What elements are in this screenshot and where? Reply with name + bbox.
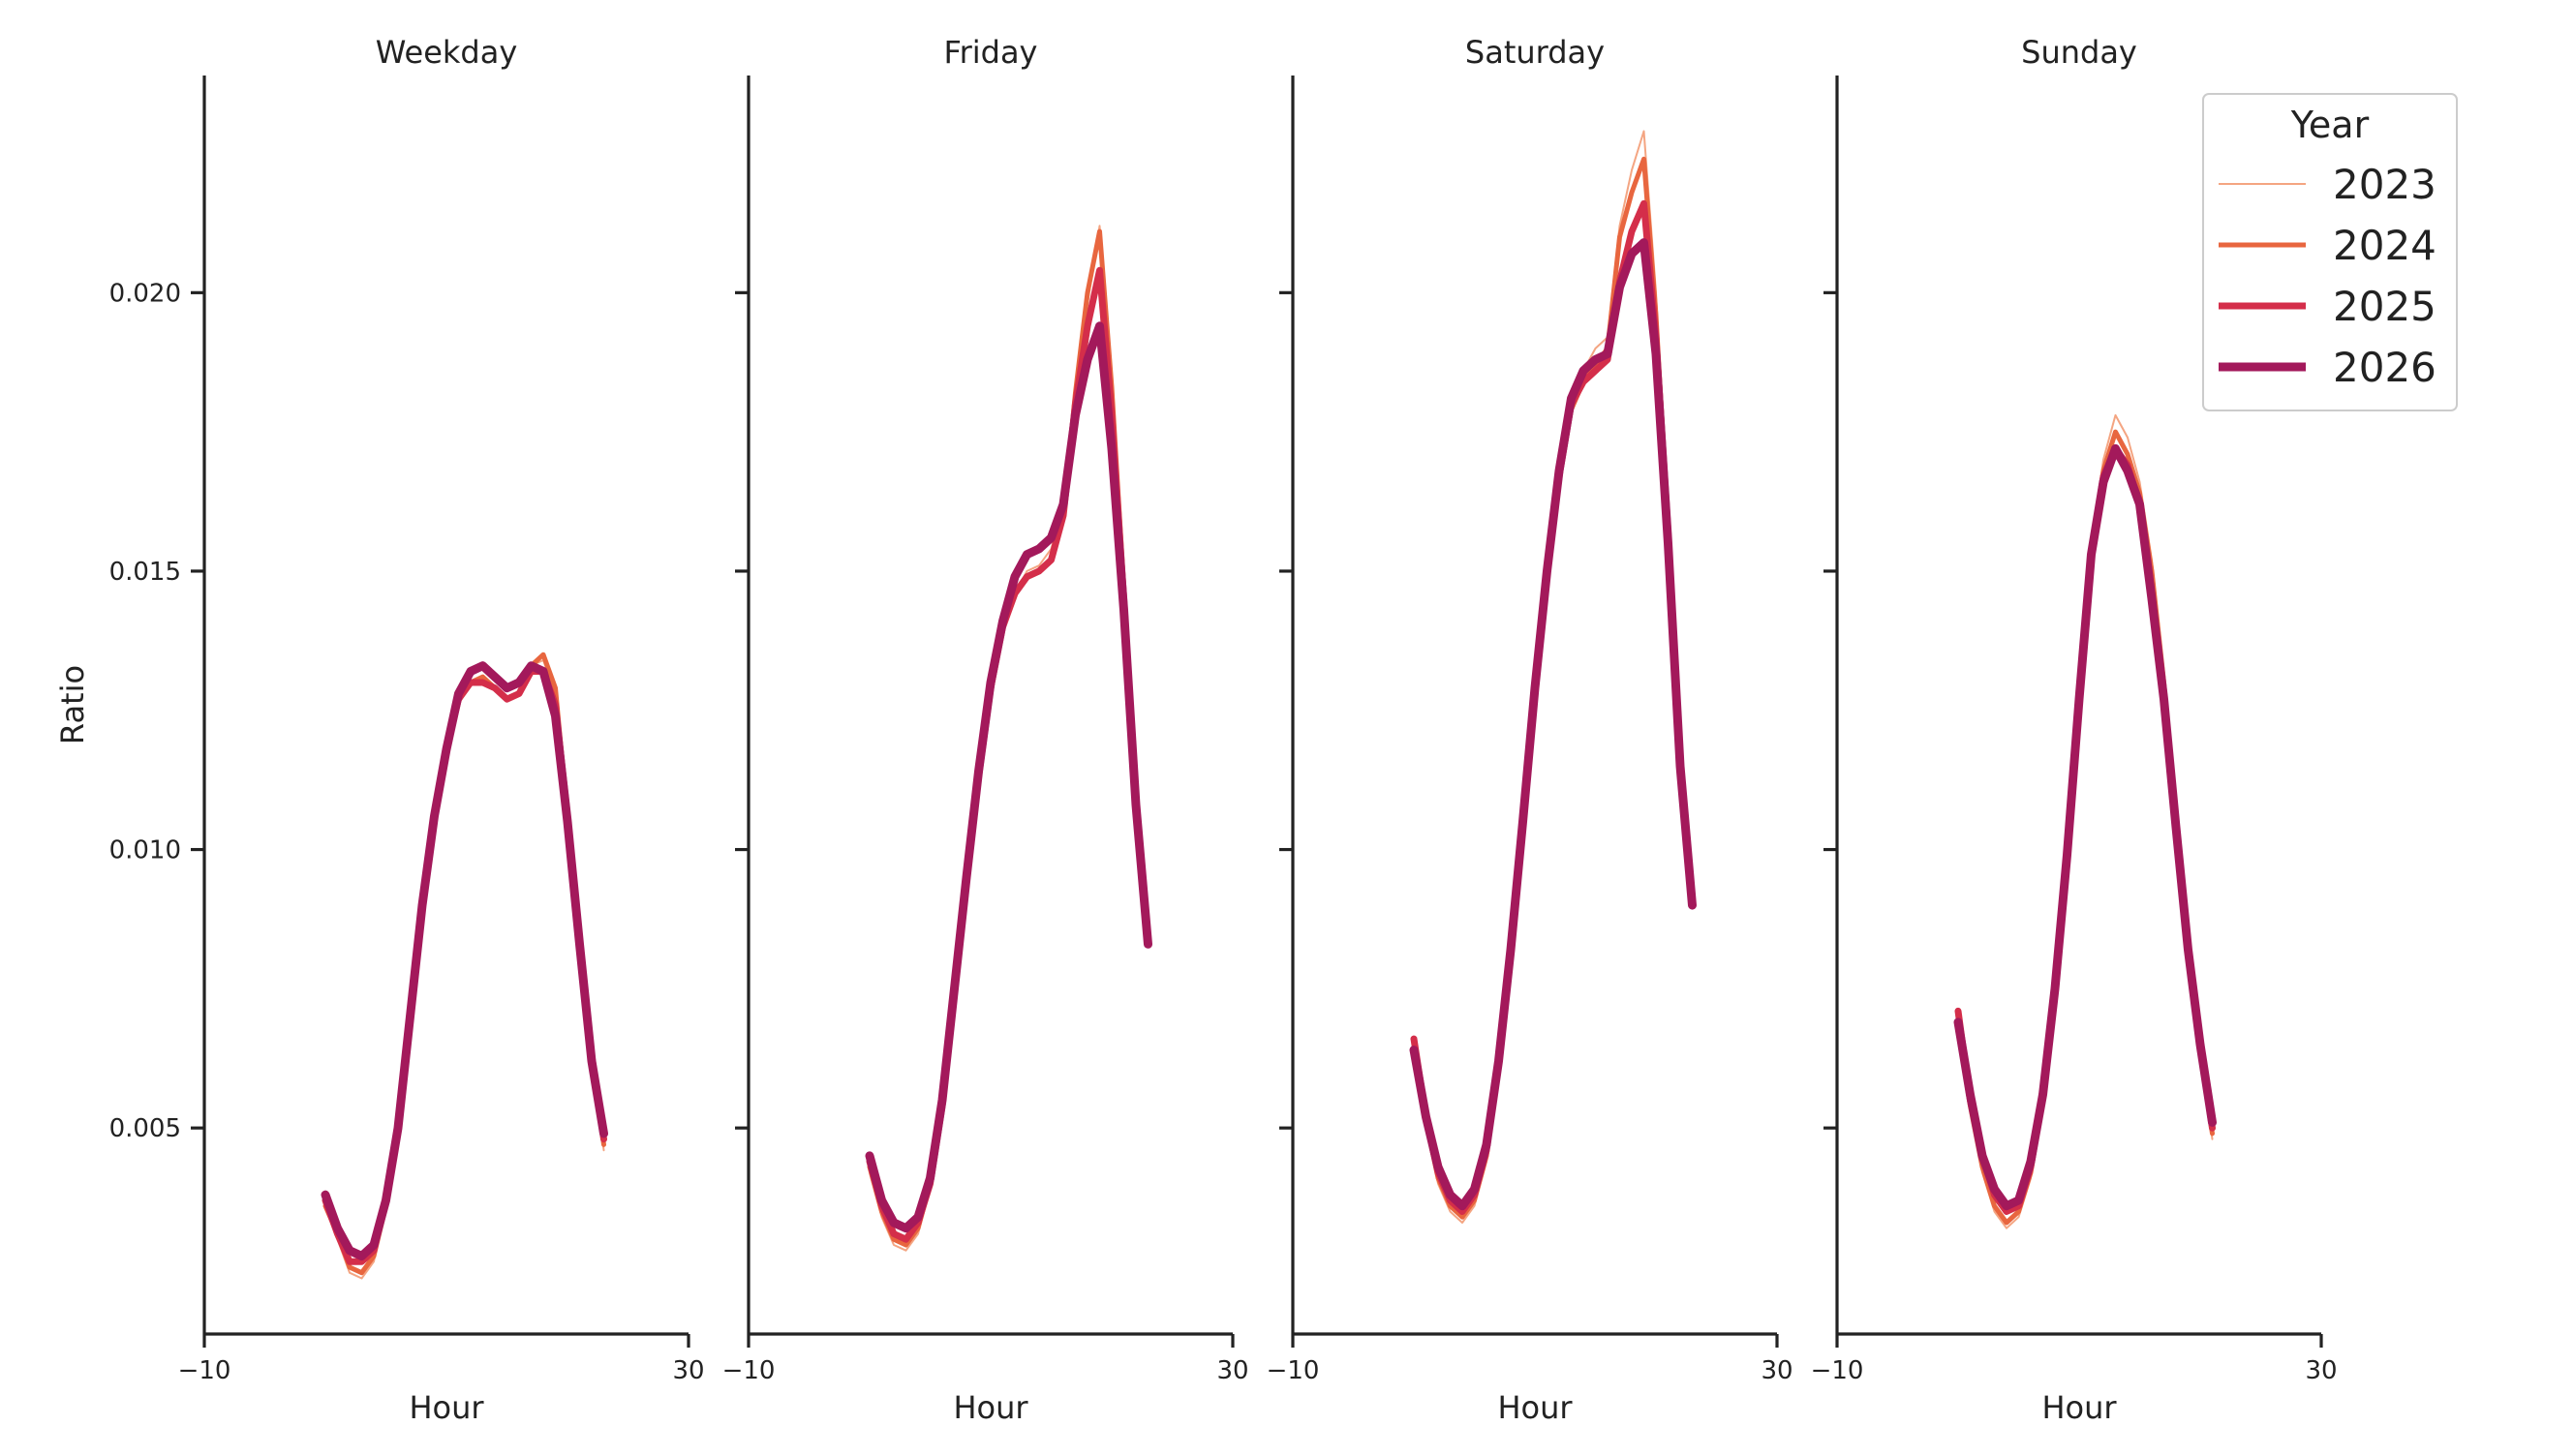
series-line-2025: [1410, 199, 1696, 1215]
legend: Year 2023 2024 2025 2026: [2202, 93, 2458, 411]
series-line-2026: [321, 661, 608, 1260]
legend-frame: [2202, 93, 2458, 411]
x-tick-label: −10: [1811, 1356, 1864, 1385]
y-tick-label: 0.020: [109, 279, 181, 308]
panel-friday: Friday −10 30 Hour: [722, 34, 1249, 1426]
series-line-2026: [1953, 443, 2217, 1211]
x-tick-label: −10: [1267, 1356, 1320, 1385]
panel-title: Saturday: [1465, 34, 1605, 71]
x-axis-label: Hour: [953, 1389, 1028, 1426]
series-line-2026: [865, 321, 1152, 1233]
y-axis-label: Ratio: [54, 665, 91, 744]
legend-label-2023: 2023: [2333, 161, 2436, 208]
panel-title: Sunday: [2021, 34, 2137, 71]
legend-label-2026: 2026: [2333, 344, 2436, 391]
x-axis-label: Hour: [409, 1389, 484, 1426]
panel-title: Friday: [944, 34, 1038, 71]
panel-weekday: Weekday 0.005 0.010 0.015 0.020 −10 30 Hour: [109, 34, 705, 1426]
panel-sunday: Sunday −10 30 Hour: [1811, 34, 2338, 1426]
legend-title: Year: [2290, 104, 2370, 146]
x-tick-label: 30: [672, 1356, 704, 1385]
y-tick-label: 0.015: [109, 558, 181, 587]
x-tick-label: −10: [722, 1356, 776, 1385]
panel-title: Weekday: [376, 34, 518, 71]
legend-label-2024: 2024: [2333, 222, 2436, 269]
x-tick-label: 30: [2305, 1356, 2337, 1385]
panel-saturday: Saturday −10 30 Hour: [1267, 34, 1793, 1426]
x-tick-label: −10: [178, 1356, 231, 1385]
x-axis-label: Hour: [1497, 1389, 1573, 1426]
series-line-2026: [1409, 238, 1697, 1211]
legend-label-2025: 2025: [2333, 283, 2436, 330]
x-axis-label: Hour: [2041, 1389, 2117, 1426]
y-tick-label: 0.005: [109, 1114, 181, 1143]
x-tick-label: 30: [1761, 1356, 1793, 1385]
y-tick-label: 0.010: [109, 836, 181, 865]
x-tick-label: 30: [1216, 1356, 1248, 1385]
